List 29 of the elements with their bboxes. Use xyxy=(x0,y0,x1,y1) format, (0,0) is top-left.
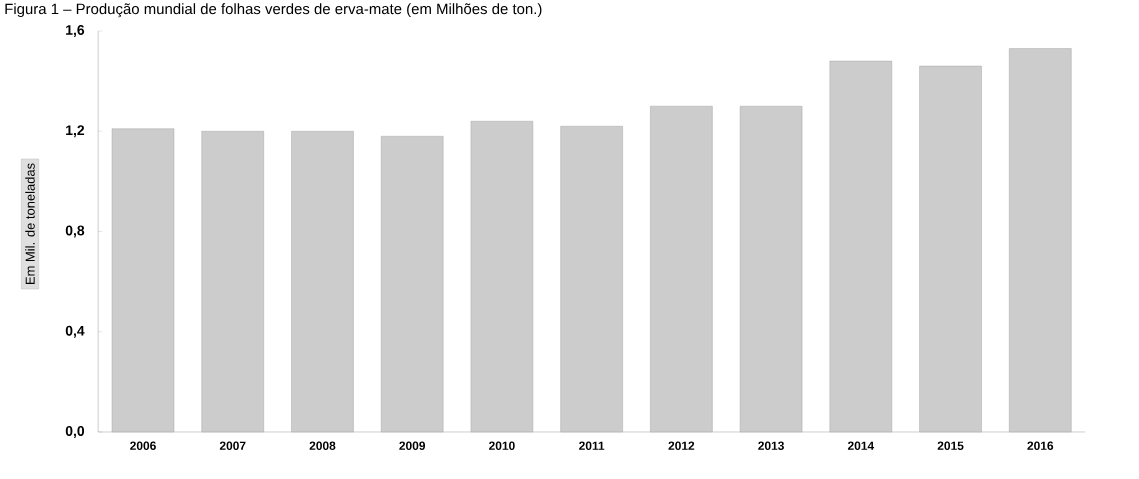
bar xyxy=(291,131,354,433)
y-tick-label: 0,4 xyxy=(65,325,85,338)
bar xyxy=(470,121,534,433)
y-tick-label: 1,2 xyxy=(66,125,85,138)
x-tick-label: 2015 xyxy=(937,441,964,450)
bar xyxy=(380,136,444,433)
bar xyxy=(201,131,264,433)
y-tick-label: 0,0 xyxy=(65,426,85,438)
y-tick-label: 0,8 xyxy=(65,225,85,238)
bar xyxy=(111,128,175,433)
x-tick-label: 2014 xyxy=(847,441,875,450)
bar xyxy=(829,60,893,433)
chart-title: Figura 1 – Produção mundial de folhas verdes de erva-mate (em Milhões de ton.) xyxy=(5,3,542,18)
bar xyxy=(1009,48,1072,433)
y-axis-title: Em Mil. de toneladas xyxy=(25,163,35,284)
x-tick-label: 2011 xyxy=(579,441,605,450)
bar xyxy=(650,105,713,433)
x-tick-label: 2007 xyxy=(219,441,246,450)
x-tick-label: 2016 xyxy=(1027,441,1054,450)
y-tick-label: 1,6 xyxy=(66,25,85,37)
x-tick-label: 2009 xyxy=(399,441,426,450)
x-tick-label: 2012 xyxy=(668,441,695,450)
x-tick-label: 2010 xyxy=(489,441,515,450)
bar xyxy=(560,126,623,433)
x-tick-label: 2008 xyxy=(309,441,336,450)
bar xyxy=(919,65,982,433)
x-tick-label: 2013 xyxy=(758,441,784,450)
bar xyxy=(739,105,803,433)
x-tick-label: 2006 xyxy=(130,441,156,450)
